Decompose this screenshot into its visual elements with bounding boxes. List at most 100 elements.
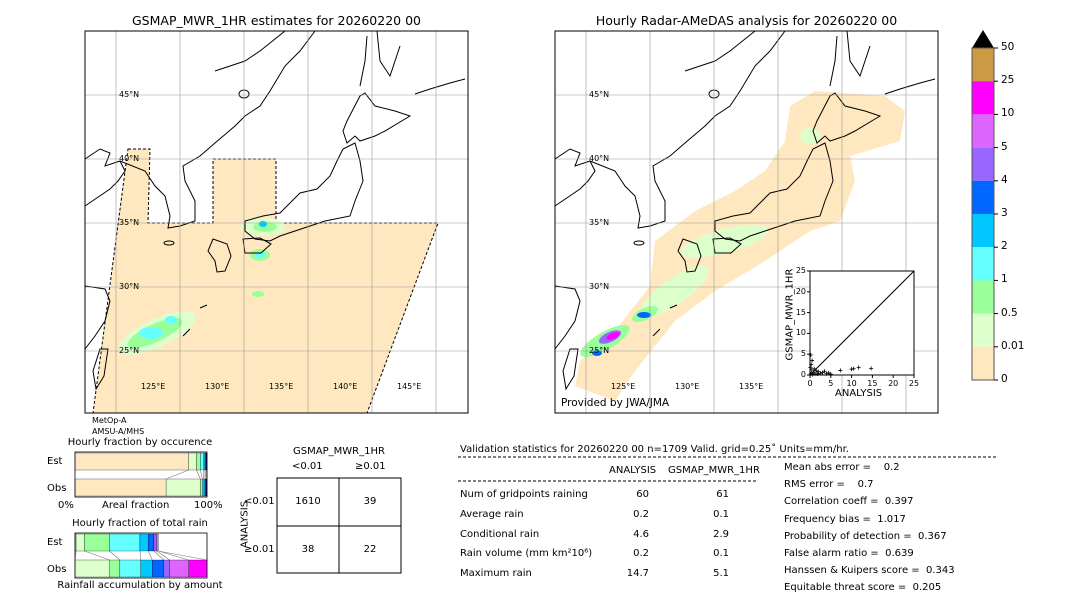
colorbar-segment [972,180,994,214]
stat-gsmap-value: 61 [716,489,729,500]
fraction-segment [74,452,189,471]
stat-gsmap-value: 0.1 [713,509,729,520]
stat-analysis-value: 60 [636,489,649,500]
occurrence-title: Hourly fraction by occurence [67,437,213,448]
lon-label: 125°E [141,382,166,391]
colorbar-tick: 0.5 [1001,306,1018,319]
fraction-segment [153,533,157,552]
scatter-point [826,370,831,375]
sensor-label: AMSU-A/MHS [92,427,145,436]
lon-label: 130°E [675,382,700,391]
row-header: ≥0.01 [244,544,275,555]
lat-label: 45°N [119,90,140,99]
lat-label: 30°N [589,282,610,291]
cell: 1610 [295,496,321,507]
colorbar-segment [972,147,994,181]
score-item: Probability of detection = 0.367 [784,530,947,542]
left-map [84,30,469,414]
fraction-segment [204,452,207,471]
data-credit: Provided by JWA/JMA [561,397,670,409]
colorbar [971,30,998,381]
scatter-point [812,371,817,376]
lat-label: 40°N [589,154,610,163]
colorbar-segment [972,313,994,347]
stat-label: Num of gridpoints raining [460,489,588,500]
fraction-segment [163,559,170,578]
fraction-segment [165,478,201,497]
fraction-segment [84,533,110,552]
satellite-swath [92,148,439,414]
cell: 22 [363,544,377,555]
colorbar-segment [972,346,994,380]
scatter-xtick: 0 [807,379,813,388]
stat-analysis-value: 4.6 [633,529,649,540]
cell: 38 [301,544,315,555]
fraction-segment [200,452,204,471]
total-rain-title: Hourly fraction of total rain [72,518,208,529]
scatter-point [810,372,815,377]
scatter-point [851,366,856,371]
colorbar-extend-arrow [972,30,994,48]
stat-gsmap-value: 2.9 [713,529,729,540]
fraction-segment [75,533,85,552]
fraction-segment [203,478,206,497]
colorbar-tick: 1 [1001,273,1008,286]
fraction-segment [148,533,155,552]
fraction-segment [109,559,121,578]
fraction-segment [139,533,149,552]
scatter-ytick: 15 [795,307,806,317]
colorbar-tick: 4 [1001,173,1008,186]
one-to-one-line [809,270,915,376]
lon-label: 140°E [333,382,358,391]
col-header: ≥0.01 [355,461,386,472]
scatter-ytick: 10 [795,328,806,338]
tick-100pct: 100% [194,500,223,511]
cell: 39 [363,496,377,507]
stats-title: Validation statistics for 20260220 00 n=… [460,444,849,455]
fraction-segment [74,559,110,578]
contingency-table [276,477,402,574]
fraction-segment [196,452,201,471]
scatter-xtick: 5 [828,379,834,388]
stat-label: Average rain [460,509,524,520]
areal-fraction-label: Areal fraction [102,500,170,511]
scatter-ylabel: GSMAP_MWR_1HR [784,268,796,361]
fraction-segment [169,559,189,578]
left-map-title: GSMAP_MWR_1HR estimates for 20260220 00 [132,13,421,28]
scatter-point [824,371,829,376]
stat-analysis-value: 0.2 [633,509,649,520]
col-header: <0.01 [292,461,323,472]
stat-analysis-value: 0.2 [633,548,649,559]
scatter-point [809,362,814,367]
fraction-segment [74,478,167,497]
scatter-point [820,370,825,375]
lat-label: 25°N [119,346,140,355]
fraction-segment [202,478,204,497]
score-item: Frequency bias = 1.017 [784,513,906,525]
fraction-segment [188,452,197,471]
tick-0pct: 0% [58,500,74,511]
stat-label: Rain volume (mm km²10⁶) [460,548,593,559]
score-item: Equitable threat score = 0.205 [784,582,942,594]
lat-label: 25°N [589,346,610,355]
lon-label: 130°E [205,382,230,391]
scatter-point [815,372,820,377]
lat-label: 30°N [119,282,140,291]
total-rain-bars [74,532,208,579]
stat-analysis-value: 14.7 [626,568,649,579]
scatter-point [822,369,827,374]
fraction-segment [152,559,164,578]
scatter-point [838,368,843,373]
scatter-xtick: 15 [867,379,878,388]
fraction-segment [109,533,141,552]
stats-col-header: ANALYSIS [609,465,657,476]
contingency-title: GSMAP_MWR_1HR [293,446,385,457]
scatter-xtick: 25 [908,379,920,388]
colorbar-segment [972,280,994,314]
score-item: Mean abs error = 0.2 [784,462,900,473]
est-label: Est [47,537,63,548]
obs-label: Obs [47,483,67,494]
fraction-segment [188,559,208,578]
scatter-point [812,366,817,371]
